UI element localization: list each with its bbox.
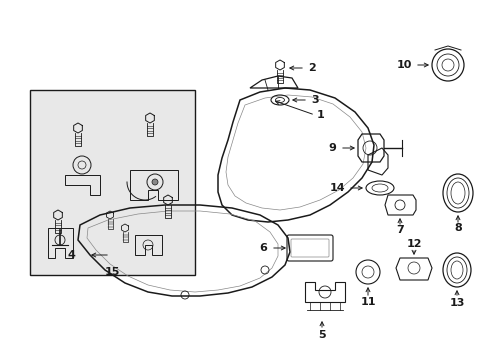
- Text: 7: 7: [395, 225, 403, 235]
- Text: 10: 10: [396, 60, 411, 70]
- Text: 5: 5: [318, 330, 325, 340]
- Text: 2: 2: [307, 63, 315, 73]
- Text: 9: 9: [327, 143, 335, 153]
- Circle shape: [152, 179, 158, 185]
- Text: 1: 1: [316, 110, 324, 120]
- Text: 6: 6: [259, 243, 266, 253]
- Text: 3: 3: [310, 95, 318, 105]
- Text: 8: 8: [453, 223, 461, 233]
- Text: 13: 13: [448, 298, 464, 308]
- Text: 12: 12: [406, 239, 421, 249]
- Text: 14: 14: [329, 183, 345, 193]
- Text: 11: 11: [360, 297, 375, 307]
- Text: 15: 15: [104, 267, 120, 277]
- Bar: [30, 90, 195, 275]
- Text: 4: 4: [67, 250, 75, 260]
